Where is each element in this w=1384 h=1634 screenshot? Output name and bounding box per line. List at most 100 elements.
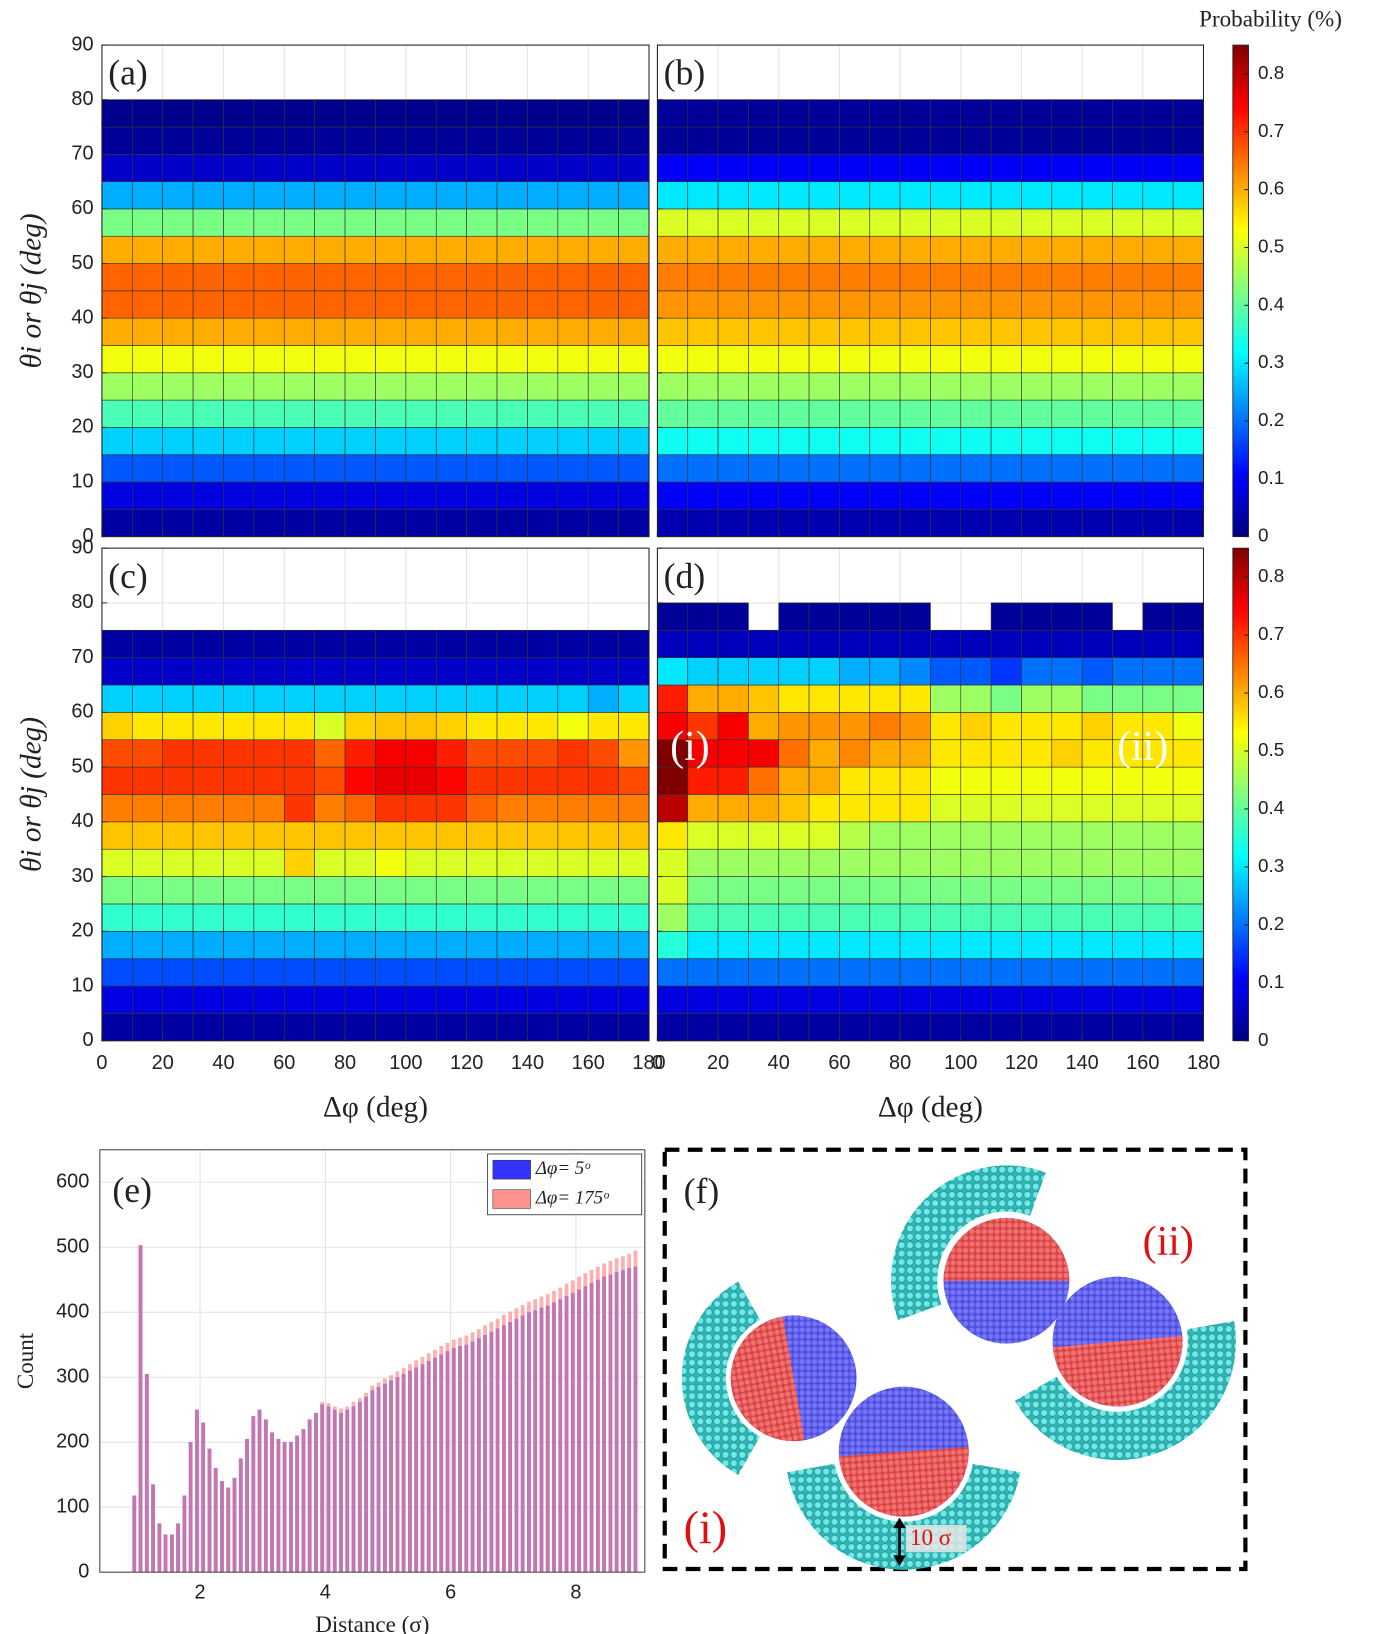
heatmap-cell xyxy=(466,427,498,456)
heatmap-cell xyxy=(344,876,376,905)
histogram-bar xyxy=(583,1273,588,1573)
heatmap-cell xyxy=(869,126,901,155)
heatmap-cell xyxy=(375,876,407,905)
heatmap-cell xyxy=(587,1013,619,1042)
heatmap-cell xyxy=(253,629,285,658)
heatmap-cell xyxy=(1112,399,1144,428)
heatmap-cell xyxy=(496,985,528,1014)
heatmap-cell xyxy=(778,794,810,823)
annotation: (ii) xyxy=(1117,724,1168,770)
heatmap-cell xyxy=(405,848,437,877)
heatmap-cell xyxy=(717,509,749,537)
heatmap-cell xyxy=(1051,454,1083,483)
heatmap-cell xyxy=(101,712,133,741)
heatmap-cell xyxy=(960,876,992,905)
heatmap-cell xyxy=(496,208,528,237)
heatmap-cell xyxy=(527,372,559,401)
heatmap-cell xyxy=(527,99,559,128)
heatmap-cell xyxy=(618,153,650,182)
heatmap-cell xyxy=(717,1013,749,1042)
heatmap-cell xyxy=(1172,657,1204,686)
heatmap-cell xyxy=(657,903,689,932)
y-tick-label: 30 xyxy=(71,865,93,887)
heatmap-cell xyxy=(960,372,992,401)
heatmap-cell xyxy=(557,903,589,932)
heatmap-cell xyxy=(253,126,285,155)
heatmap-cell xyxy=(527,848,559,877)
heatmap-cell xyxy=(687,794,719,823)
heatmap-cell xyxy=(223,126,255,155)
heatmap-cell xyxy=(162,794,194,823)
heatmap-cell xyxy=(717,739,749,768)
panel-label: (f) xyxy=(684,1171,720,1211)
heatmap-cell xyxy=(405,509,437,537)
heatmap-cell xyxy=(192,821,224,850)
heatmap-cell xyxy=(223,345,255,374)
x-tick-label: 40 xyxy=(212,1052,234,1074)
heatmap-cell xyxy=(687,684,719,713)
x-tick-label: 6 xyxy=(445,1581,456,1603)
heatmap-cell xyxy=(930,181,962,210)
heatmap-cell xyxy=(618,317,650,346)
heatmap-cell xyxy=(223,454,255,483)
histogram-bar xyxy=(577,1276,581,1573)
heatmap-cell xyxy=(808,602,840,631)
axes-frame xyxy=(99,1149,646,1573)
heatmap-cell xyxy=(314,153,346,182)
heatmap-cell xyxy=(1051,317,1083,346)
heatmap-cell xyxy=(253,657,285,686)
heatmap-cell xyxy=(1051,848,1083,877)
heatmap-cell xyxy=(1021,99,1053,128)
y-tick-label: 0 xyxy=(82,1029,93,1051)
heatmap-cell xyxy=(1142,739,1174,768)
heatmap-cell xyxy=(223,739,255,768)
heatmap-cell xyxy=(618,372,650,401)
heatmap-cell xyxy=(990,99,1022,128)
heatmap-cell xyxy=(314,99,346,128)
heatmap-cell xyxy=(375,235,407,264)
heatmap-cell xyxy=(1021,427,1053,456)
heatmap-cell xyxy=(557,427,589,456)
heatmap-cell xyxy=(283,794,315,823)
heatmap-cell xyxy=(435,930,467,959)
heatmap-cell xyxy=(344,235,376,264)
heatmap-cell xyxy=(839,629,871,658)
heatmap-cell xyxy=(1021,235,1053,264)
histogram-bar xyxy=(439,1346,444,1573)
histogram-bar xyxy=(238,1458,243,1573)
heatmap-cell xyxy=(375,903,407,932)
heatmap-cell xyxy=(466,985,498,1014)
heatmap-cell xyxy=(839,427,871,456)
heatmap-cell xyxy=(990,290,1022,319)
heatmap-cell xyxy=(839,684,871,713)
heatmap-cell xyxy=(930,794,962,823)
heatmap-cell xyxy=(557,985,589,1014)
heatmap-cell xyxy=(1021,712,1053,741)
histogram-bar xyxy=(458,1337,462,1573)
panel-label: (d) xyxy=(664,556,706,596)
heatmap-cell xyxy=(192,1013,224,1042)
heatmap-cell xyxy=(253,848,285,877)
panel-label: (a) xyxy=(108,53,148,93)
heatmap-cell xyxy=(717,99,749,128)
heatmap-cell xyxy=(162,848,194,877)
sphere-half xyxy=(730,1316,805,1442)
dashed-frame xyxy=(662,1147,1248,1572)
heatmap-cell xyxy=(839,454,871,483)
colorbar-tick-label: 0.2 xyxy=(1258,913,1284,934)
heatmap-cell xyxy=(192,930,224,959)
heatmap-cell xyxy=(1112,345,1144,374)
heatmap-cell xyxy=(618,235,650,264)
heatmap-cell xyxy=(405,739,437,768)
heatmap-cell xyxy=(618,876,650,905)
heatmap-cell xyxy=(930,985,962,1014)
heatmap-cell xyxy=(990,509,1022,537)
heatmap-cell xyxy=(869,848,901,877)
heatmap-cell xyxy=(253,345,285,374)
heatmap-cell xyxy=(930,290,962,319)
histogram-bar xyxy=(376,1382,381,1573)
heatmap-cell xyxy=(869,208,901,237)
heatmap-cell xyxy=(162,372,194,401)
heatmap-cell xyxy=(960,766,992,795)
histogram-bar xyxy=(495,1318,500,1573)
